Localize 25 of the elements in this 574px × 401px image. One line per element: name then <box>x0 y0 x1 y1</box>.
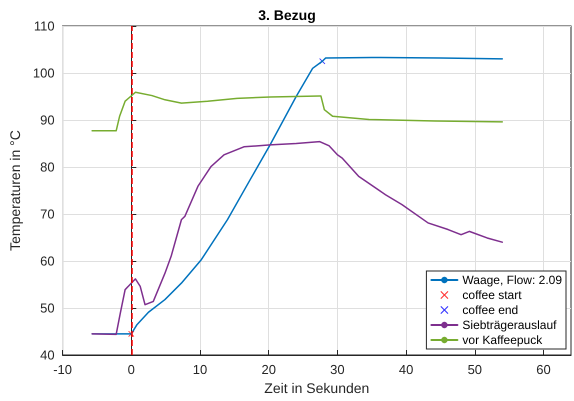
x-axis-title: Zeit in Sekunden <box>264 380 370 396</box>
x-tick-label: 50 <box>468 362 482 377</box>
y-tick-label: 100 <box>32 66 55 80</box>
line-series <box>91 92 504 132</box>
x-tick-label: 40 <box>398 362 414 377</box>
chart-title: 3. Bezug <box>258 7 316 23</box>
y-tick-label: 40 <box>40 348 55 362</box>
y-tick-label: 70 <box>40 206 55 222</box>
legend-label: Waage, Flow: 2.09 <box>462 273 562 287</box>
x-tick-label: -10 <box>53 362 72 377</box>
legend-label: vor Kaffeepuck <box>462 333 544 347</box>
y-tick-label: 80 <box>40 160 55 174</box>
y-axis-title: Temperaturen in °C <box>7 130 23 251</box>
legend-label: coffee start <box>462 288 522 302</box>
y-tick-label: 50 <box>40 300 55 316</box>
x-tick-label: 20 <box>261 362 276 377</box>
y-tick-label: 90 <box>40 112 55 128</box>
x-tick-label: 10 <box>192 362 208 377</box>
x-tick-label: 30 <box>330 362 345 377</box>
x-tick-label: 0 <box>128 362 135 377</box>
x-tick-label: 60 <box>536 362 551 377</box>
legend-label: Siebträgerauslauf <box>462 318 558 332</box>
legend-label: coffee end <box>462 303 518 317</box>
y-tick-label: 60 <box>40 254 55 268</box>
y-tick-label: 110 <box>34 18 55 34</box>
